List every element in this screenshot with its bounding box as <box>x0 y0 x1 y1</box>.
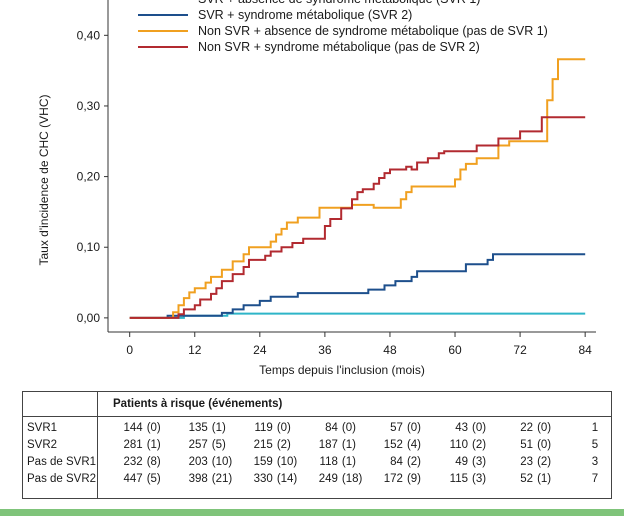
risk-count-cell: 119 <box>254 422 273 434</box>
risk-event-cell: (1) <box>341 456 356 468</box>
risk-event-cell: (0) <box>146 422 161 434</box>
risk-event-cell: (10) <box>211 456 233 468</box>
legend-label-2: SVR + syndrome métabolique (SVR 2) <box>198 8 412 22</box>
x-tick-label: 72 <box>513 343 527 357</box>
risk-count-cell: 447 <box>123 473 143 485</box>
risk-event-cell: (18) <box>341 473 363 485</box>
risk-event-cell: (14) <box>276 473 298 485</box>
risk-event-cell: (21) <box>211 473 233 485</box>
risk-count-cell: 3 <box>591 456 599 468</box>
risk-table: Patients à risque (événements) SVR1 144 (0… <box>22 391 612 499</box>
y-axis-title: Taux d'incidence de CHC (VHC) <box>37 94 51 265</box>
risk-table-row: SVR2 281 (1) 257 (5) 215 (2) 187 (1) 152 (4) 110 (2)… <box>23 439 611 456</box>
risk-count-cell: 152 <box>383 439 403 451</box>
risk-count-cell: 22 <box>520 422 534 434</box>
risk-count-cell: 118 <box>319 456 338 468</box>
risk-count-cell: 43 <box>455 422 469 434</box>
risk-event-cell: (0) <box>341 422 356 434</box>
plot-area <box>129 58 586 319</box>
risk-event-cell: (0) <box>406 422 422 434</box>
risk-count-cell: 51 <box>520 439 534 451</box>
risk-count-cell: 159 <box>253 456 273 468</box>
axes: 0,00 0,10 0,20 0,30 0,40 0 12 24 36 48 60 72 84 Temps… <box>37 0 596 377</box>
risk-table-row: Pas de SVR2 447 (5) 398 (21) 330 (14) 249 (18) 17… <box>23 473 611 490</box>
risk-count-cell: 52 <box>520 473 534 485</box>
series-line-4 <box>129 116 586 319</box>
risk-event-cell: (3) <box>472 473 487 485</box>
risk-count-cell: 84 <box>390 456 403 468</box>
risk-row-label: SVR1 <box>27 422 58 434</box>
risk-event-cell: (2) <box>537 456 552 468</box>
risk-count-cell: 115 <box>449 473 469 485</box>
risk-count-cell: 398 <box>188 473 208 485</box>
bottom-frame-bar <box>0 509 624 516</box>
risk-event-cell: (5) <box>211 439 226 451</box>
risk-event-cell: (2) <box>276 439 291 451</box>
risk-event-cell: (8) <box>146 456 161 468</box>
risk-count-cell: 5 <box>591 439 599 451</box>
risk-event-cell: (4) <box>406 439 422 451</box>
y-tick-label: 0,30 <box>77 99 101 113</box>
risk-table-title: Patients à risque (événements) <box>113 398 283 410</box>
risk-count-cell: 7 <box>591 473 599 485</box>
risk-event-cell: (1) <box>211 422 226 434</box>
risk-row-label: Pas de SVR2 <box>27 473 97 485</box>
risk-count-cell: 1 <box>591 422 599 434</box>
risk-table-divider <box>23 416 611 417</box>
risk-count-cell: 187 <box>318 439 338 451</box>
x-tick-label: 48 <box>383 343 397 357</box>
risk-count-cell: 215 <box>253 439 273 451</box>
legend-label-1: SVR + absence de syndrome métabolique (S… <box>198 0 480 6</box>
risk-event-cell: (1) <box>537 473 552 485</box>
risk-table-row: SVR1 144 (0) 135 (1) 119 (0) 84 (0) 57 (0) 43 (0) 22(… <box>23 422 611 439</box>
risk-table-column-divider <box>97 392 98 498</box>
y-tick-label: 0,40 <box>77 28 101 42</box>
risk-event-cell: (1) <box>146 439 161 451</box>
risk-table-row: Pas de SVR1 232 (8) 203 (10) 159 (10) 118 (1) 84(… <box>23 456 611 473</box>
risk-event-cell: (10) <box>276 456 298 468</box>
y-tick-label: 0,20 <box>77 170 101 184</box>
risk-count-cell: 232 <box>123 456 143 468</box>
risk-count-cell: 23 <box>520 456 534 468</box>
risk-event-cell: (0) <box>537 439 552 451</box>
x-tick-label: 36 <box>318 343 332 357</box>
y-tick-label: 0,00 <box>77 311 101 325</box>
risk-count-cell: 257 <box>188 439 208 451</box>
legend-label-4: Non SVR + syndrome métabolique (pas de S… <box>198 40 480 54</box>
risk-count-cell: 172 <box>383 473 403 485</box>
legend-label-3: Non SVR + absence de syndrome métaboliqu… <box>198 24 548 38</box>
risk-event-cell: (3) <box>472 456 487 468</box>
risk-row-label: Pas de SVR1 <box>27 456 97 468</box>
risk-count-cell: 144 <box>123 422 143 434</box>
y-tick-label: 0,10 <box>77 240 101 254</box>
x-tick-label: 12 <box>188 343 202 357</box>
risk-event-cell: (2) <box>472 439 487 451</box>
risk-count-cell: 49 <box>455 456 469 468</box>
x-tick-label: 24 <box>253 343 267 357</box>
x-tick-label: 0 <box>126 343 133 357</box>
km-chart: SVR + absence de syndrome métabolique (S… <box>37 0 596 377</box>
risk-row-label: SVR2 <box>27 439 58 451</box>
risk-event-cell: (0) <box>537 422 552 434</box>
series-line-2 <box>129 253 586 319</box>
risk-count-cell: 57 <box>390 422 403 434</box>
risk-event-cell: (1) <box>341 439 356 451</box>
risk-event-cell: (0) <box>472 422 487 434</box>
risk-count-cell: 281 <box>123 439 143 451</box>
x-axis-title: Temps depuis l'inclusion (mois) <box>259 363 425 377</box>
risk-count-cell: 110 <box>449 439 469 451</box>
risk-event-cell: (0) <box>276 422 291 434</box>
x-tick-label: 60 <box>448 343 462 357</box>
legend: SVR + absence de syndrome métabolique (S… <box>138 0 548 54</box>
risk-event-cell: (5) <box>146 473 161 485</box>
series-line-3 <box>129 58 586 319</box>
risk-count-cell: 249 <box>318 473 338 485</box>
risk-count-cell: 135 <box>188 422 208 434</box>
risk-event-cell: (2) <box>406 456 422 468</box>
risk-event-cell: (9) <box>406 473 422 485</box>
risk-count-cell: 330 <box>253 473 273 485</box>
risk-count-cell: 203 <box>188 456 208 468</box>
risk-count-cell: 84 <box>325 422 338 434</box>
x-tick-label: 84 <box>578 343 592 357</box>
